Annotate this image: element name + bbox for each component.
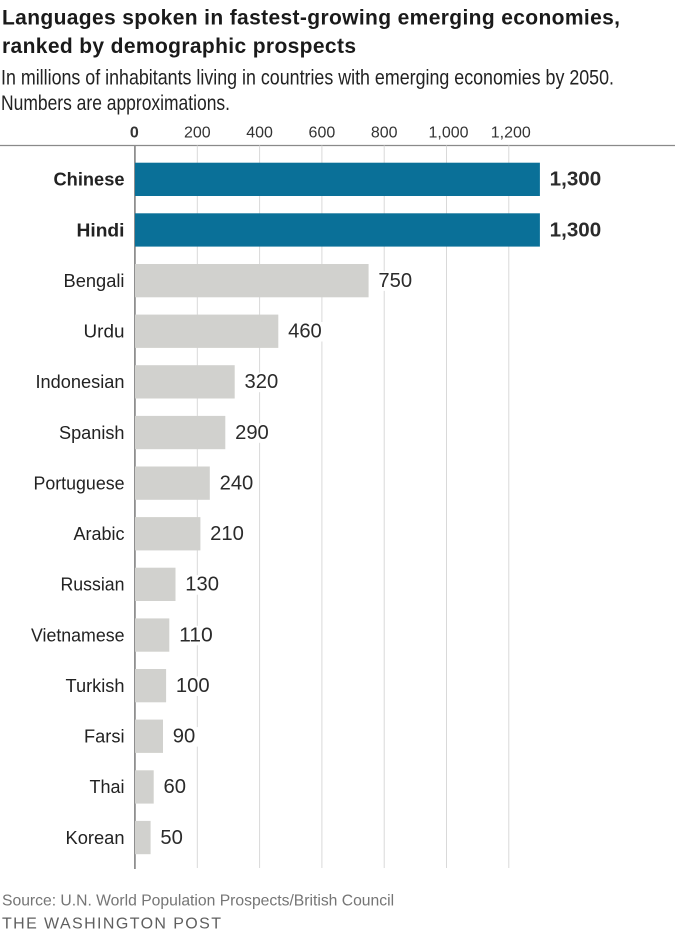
svg-text:Arabic: Arabic — [74, 523, 125, 544]
svg-text:750: 750 — [378, 270, 412, 292]
svg-text:290: 290 — [235, 422, 269, 444]
svg-text:100: 100 — [176, 675, 210, 697]
svg-text:130: 130 — [185, 574, 219, 596]
svg-text:Turkish: Turkish — [66, 675, 125, 696]
svg-text:In millions of inhabitants liv: In millions of inhabitants living in cou… — [1, 66, 614, 89]
svg-text:Indonesian: Indonesian — [36, 371, 125, 392]
svg-text:110: 110 — [179, 624, 213, 646]
svg-text:460: 460 — [288, 321, 322, 343]
svg-text:Korean: Korean — [66, 827, 125, 848]
svg-text:600: 600 — [309, 125, 336, 142]
svg-text:THE WASHINGTON POST: THE WASHINGTON POST — [2, 916, 221, 933]
svg-text:1,300: 1,300 — [550, 219, 602, 241]
svg-text:Languages spoken in fastest-gr: Languages spoken in fastest-growing emer… — [2, 7, 620, 30]
svg-text:400: 400 — [246, 125, 273, 142]
svg-text:1,300: 1,300 — [550, 169, 602, 191]
svg-text:0: 0 — [130, 125, 139, 142]
svg-text:50: 50 — [160, 827, 183, 849]
svg-text:Vietnamese: Vietnamese — [31, 624, 125, 645]
svg-text:Chinese: Chinese — [54, 169, 125, 190]
svg-text:1,200: 1,200 — [491, 125, 531, 142]
svg-text:240: 240 — [220, 472, 254, 494]
svg-text:60: 60 — [164, 776, 187, 798]
svg-text:Source: U.N. World Population: Source: U.N. World Population Prospects/… — [2, 893, 394, 910]
svg-text:90: 90 — [173, 726, 196, 748]
svg-text:Urdu: Urdu — [84, 321, 125, 342]
svg-text:Spanish: Spanish — [59, 422, 125, 443]
svg-text:Portuguese: Portuguese — [34, 472, 125, 493]
svg-text:ranked by demographic prospect: ranked by demographic prospects — [2, 35, 356, 58]
svg-text:Numbers are approximations.: Numbers are approximations. — [1, 92, 230, 115]
svg-text:800: 800 — [371, 125, 398, 142]
svg-text:Hindi: Hindi — [77, 219, 125, 240]
svg-text:1,000: 1,000 — [428, 125, 468, 142]
svg-text:Farsi: Farsi — [84, 726, 125, 747]
svg-text:Thai: Thai — [90, 776, 125, 797]
svg-text:320: 320 — [245, 371, 279, 393]
svg-text:210: 210 — [210, 523, 244, 545]
svg-text:200: 200 — [184, 125, 211, 142]
svg-text:Bengali: Bengali — [64, 270, 125, 291]
svg-text:Russian: Russian — [61, 574, 125, 595]
